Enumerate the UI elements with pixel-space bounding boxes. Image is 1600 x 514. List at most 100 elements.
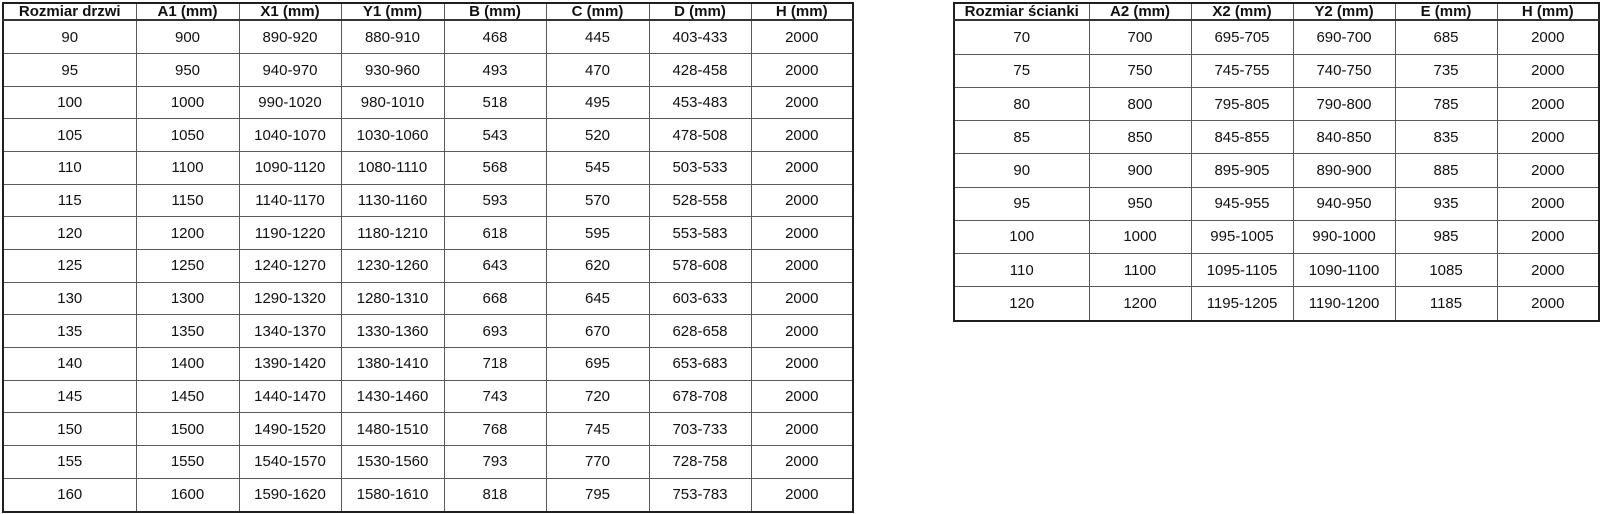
table-cell: 2000	[1496, 153, 1600, 188]
table-cell: 945-955	[1190, 186, 1294, 221]
wall-table-header: Rozmiar ścianki A2 (mm) X2 (mm) Y2 (mm) E (m…	[953, 2, 1600, 21]
table-cell: 795	[545, 477, 650, 513]
table-cell: 80	[953, 86, 1090, 122]
table-cell: 628-658	[648, 314, 752, 349]
table-cell: 1330-1360	[340, 314, 445, 349]
table-cell: 890-900	[1292, 153, 1396, 188]
table-cell: 668	[443, 281, 547, 316]
table-row: 80 800 795-805 790-800 785 2000	[953, 86, 1600, 122]
table-row: 160 1600 1590-1620 1580-1610 818 795 753-783 20…	[2, 477, 854, 513]
table-cell: 935	[1394, 186, 1498, 221]
table-row: 155 1550 1540-1570 1530-1560 793 770 728-758 20…	[2, 445, 854, 479]
table-cell: 2000	[750, 249, 854, 283]
table-cell: 1450	[135, 379, 240, 414]
table-row: 100 1000 995-1005 990-1000 985 2000	[953, 219, 1600, 254]
table-row: 150 1500 1490-1520 1480-1510 768 745 703-733 20…	[2, 412, 854, 447]
table-cell: 130	[2, 281, 137, 316]
table-row: 105 1050 1040-1070 1030-1060 543 520 478-508 20…	[2, 118, 854, 153]
table-cell: 753-783	[648, 477, 752, 513]
table-cell: 85	[953, 120, 1090, 155]
table-cell: 1185	[1394, 286, 1498, 322]
table-cell: 2000	[750, 379, 854, 414]
table-cell: 940-970	[238, 53, 342, 87]
column-header: Y1 (mm)	[340, 2, 445, 21]
table-cell: 403-433	[648, 19, 752, 55]
table-cell: 75	[953, 53, 1090, 88]
table-row: 90 900 890-920 880-910 468 445 403-433 2000	[2, 19, 854, 55]
table-cell: 850	[1088, 120, 1192, 155]
table-cell: 528-558	[648, 183, 752, 218]
door-table-body: 90 900 890-920 880-910 468 445 403-433 2000 95 95…	[2, 19, 854, 513]
column-header: H (mm)	[1496, 2, 1600, 21]
table-cell: 728-758	[648, 445, 752, 479]
table-cell: 2000	[750, 183, 854, 218]
table-cell: 1400	[135, 347, 240, 381]
table-cell: 1250	[135, 249, 240, 283]
table-row: 90 900 895-905 890-900 885 2000	[953, 153, 1600, 188]
table-row: 115 1150 1140-1170 1130-1160 593 570 528-558 20…	[2, 183, 854, 218]
table-cell: 603-633	[648, 281, 752, 316]
table-cell: 900	[135, 19, 240, 55]
column-header: B (mm)	[443, 2, 547, 21]
table-cell: 1150	[135, 183, 240, 218]
table-cell: 2000	[1496, 219, 1600, 254]
table-cell: 768	[443, 412, 547, 447]
table-cell: 690-700	[1292, 19, 1396, 55]
table-cell: 2000	[750, 53, 854, 87]
table-cell: 468	[443, 19, 547, 55]
table-cell: 1500	[135, 412, 240, 447]
table-cell: 2000	[1496, 252, 1600, 288]
table-cell: 570	[545, 183, 650, 218]
table-cell: 800	[1088, 86, 1192, 122]
table-cell: 445	[545, 19, 650, 55]
table-cell: 1230-1260	[340, 249, 445, 283]
table-cell: 478-508	[648, 118, 752, 153]
table-cell: 90	[2, 19, 137, 55]
table-cell: 1050	[135, 118, 240, 153]
table-cell: 1200	[135, 216, 240, 251]
table-cell: 1100	[1088, 252, 1192, 288]
table-cell: 545	[545, 151, 650, 185]
table-cell: 145	[2, 379, 137, 414]
table-cell: 568	[443, 151, 547, 185]
table-cell: 553-583	[648, 216, 752, 251]
table-cell: 453-483	[648, 85, 752, 120]
table-cell: 1490-1520	[238, 412, 342, 447]
table-cell: 110	[953, 252, 1090, 288]
table-row: 125 1250 1240-1270 1230-1260 643 620 578-608 20…	[2, 249, 854, 283]
table-cell: 2000	[750, 412, 854, 447]
column-header: A2 (mm)	[1088, 2, 1192, 21]
table-cell: 1090-1100	[1292, 252, 1396, 288]
table-cell: 1280-1310	[340, 281, 445, 316]
table-cell: 703-733	[648, 412, 752, 447]
table-cell: 745	[545, 412, 650, 447]
table-cell: 1095-1105	[1190, 252, 1294, 288]
table-cell: 643	[443, 249, 547, 283]
table-cell: 2000	[750, 85, 854, 120]
table-cell: 2000	[750, 216, 854, 251]
column-header: Rozmiar drzwi	[2, 2, 137, 21]
column-header: Y2 (mm)	[1292, 2, 1396, 21]
column-header: C (mm)	[545, 2, 650, 21]
table-cell: 740-750	[1292, 53, 1396, 88]
table-cell: 503-533	[648, 151, 752, 185]
column-header: X1 (mm)	[238, 2, 342, 21]
table-row: 95 950 940-970 930-960 493 470 428-458 2000	[2, 53, 854, 87]
door-table-header: Rozmiar drzwi A1 (mm) X1 (mm) Y1 (mm) B (mm)…	[2, 2, 854, 21]
table-cell: 720	[545, 379, 650, 414]
table-cell: 578-608	[648, 249, 752, 283]
table-cell: 900	[1088, 153, 1192, 188]
table-cell: 618	[443, 216, 547, 251]
table-cell: 745-755	[1190, 53, 1294, 88]
table-cell: 845-855	[1190, 120, 1294, 155]
table-cell: 105	[2, 118, 137, 153]
table-cell: 695	[545, 347, 650, 381]
table-cell: 835	[1394, 120, 1498, 155]
table-cell: 493	[443, 53, 547, 87]
table-cell: 1000	[1088, 219, 1192, 254]
table-cell: 1340-1370	[238, 314, 342, 349]
table-cell: 1030-1060	[340, 118, 445, 153]
table-cell: 1430-1460	[340, 379, 445, 414]
door-sizes-table: Rozmiar drzwi A1 (mm) X1 (mm) Y1 (mm) B (mm)…	[2, 2, 854, 513]
table-cell: 1200	[1088, 286, 1192, 322]
